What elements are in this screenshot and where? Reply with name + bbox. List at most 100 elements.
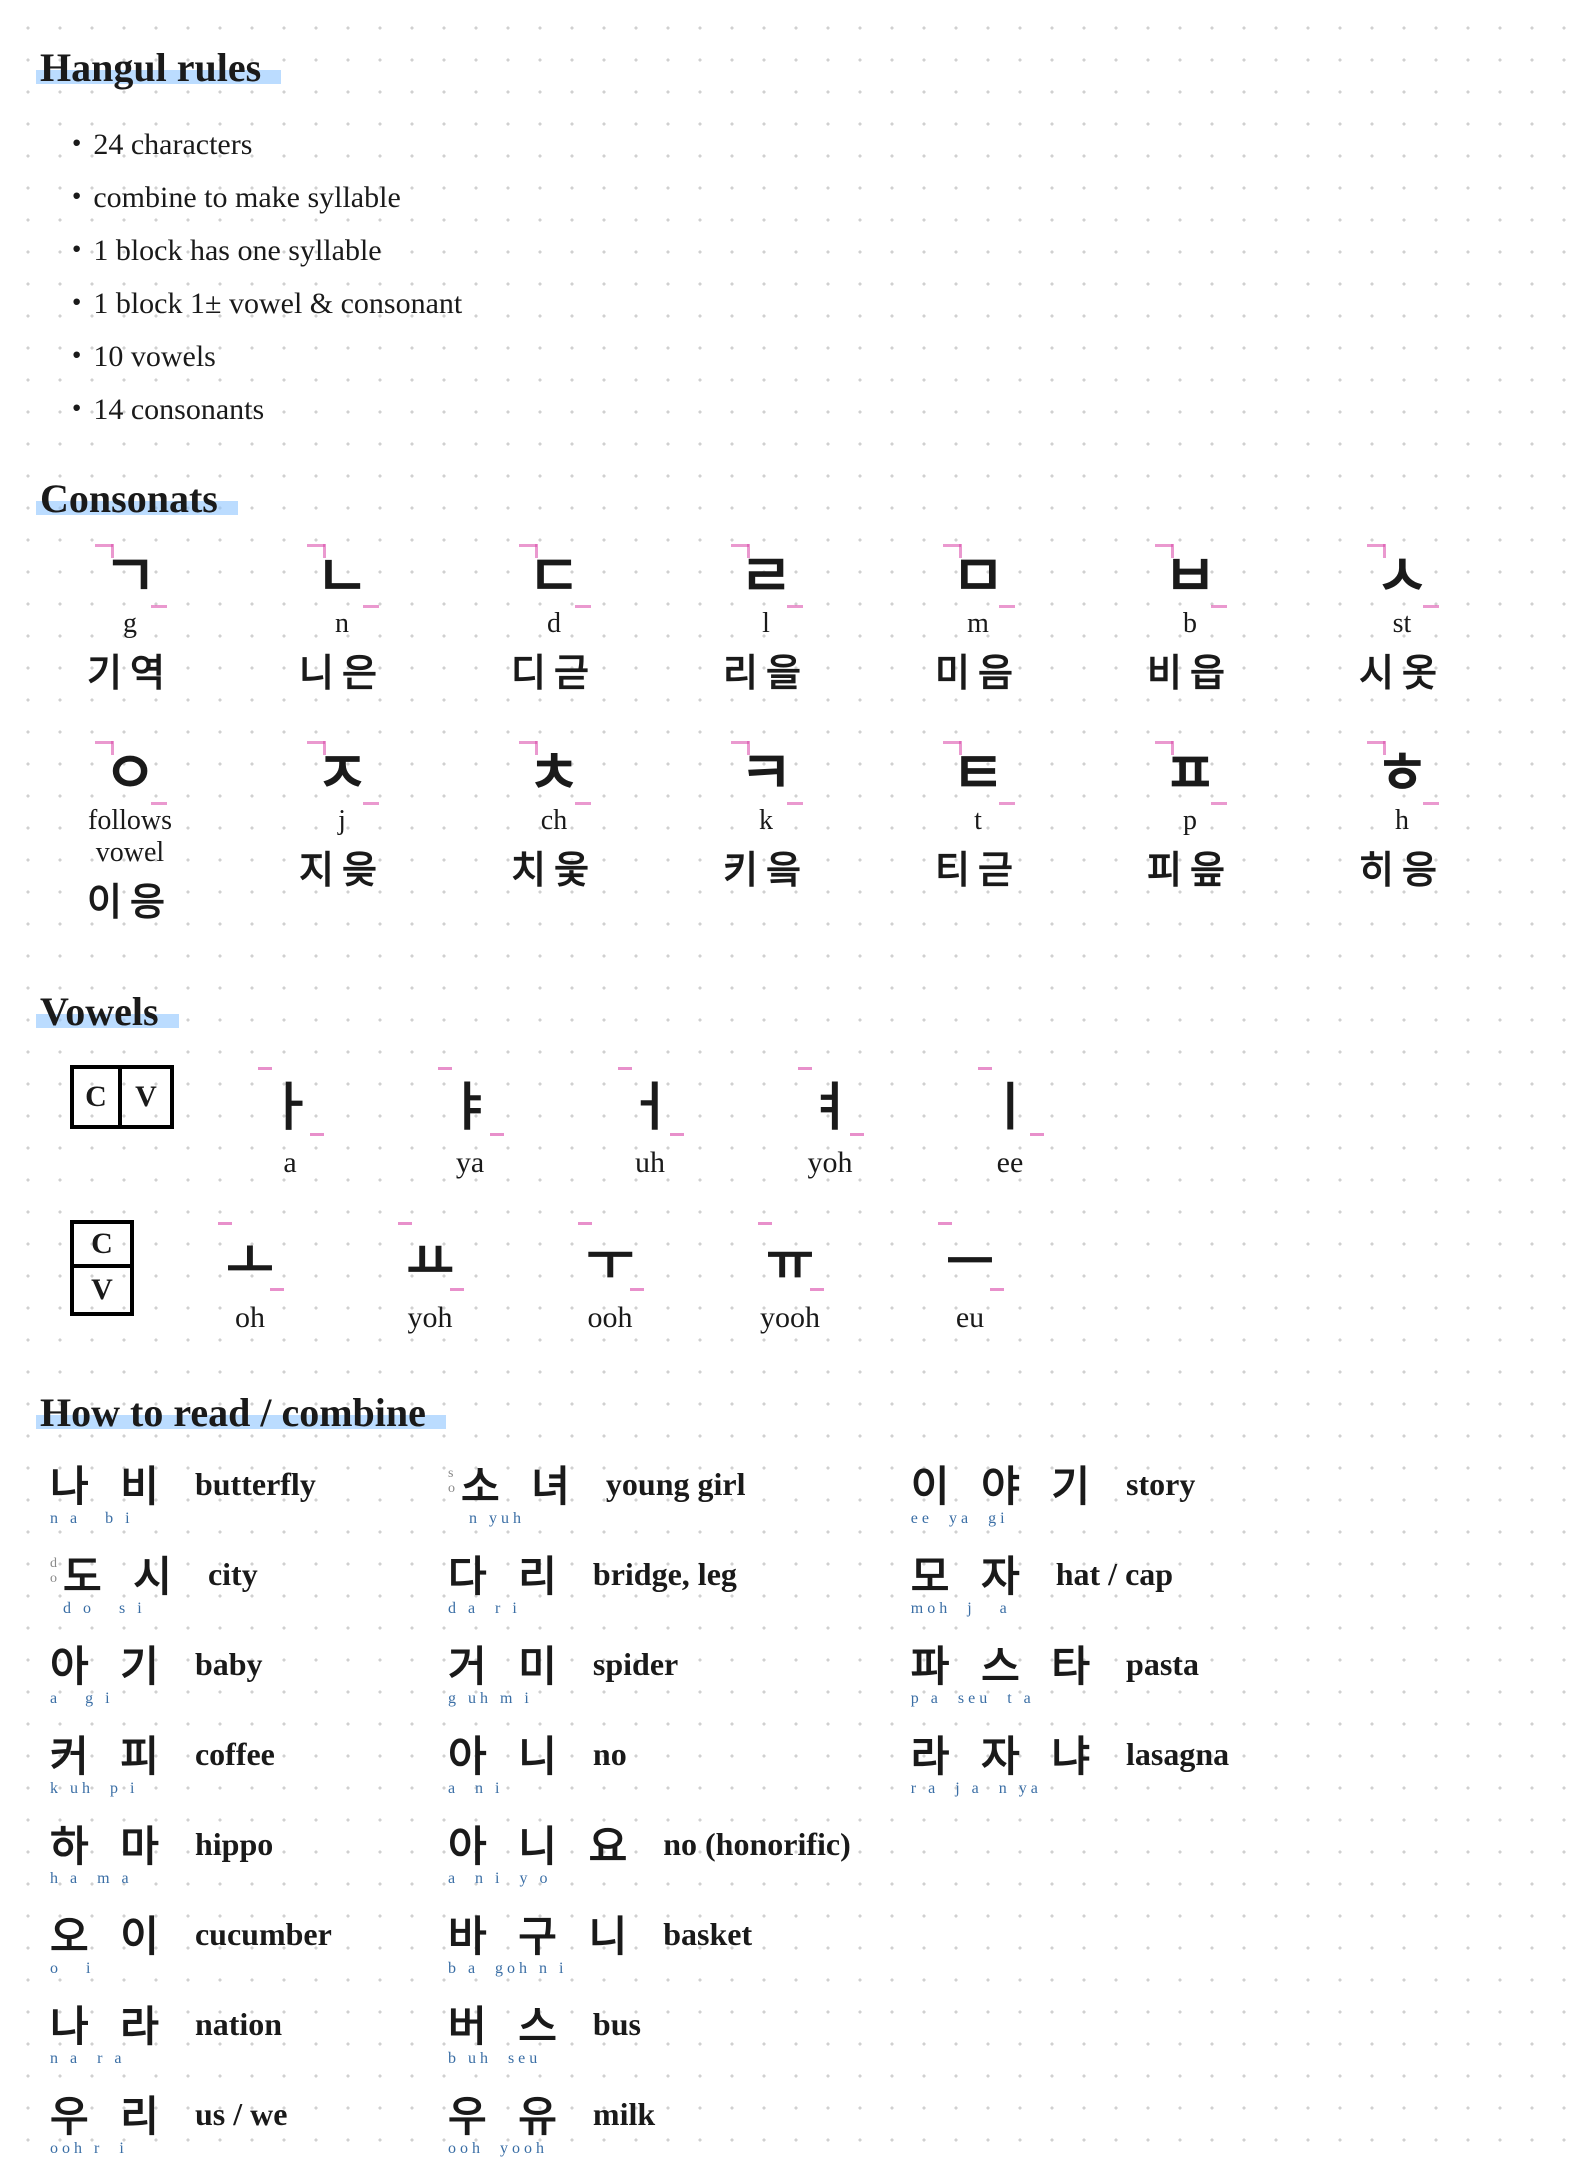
word-korean: 다 리 (448, 1556, 567, 1598)
word-phonetic: n a b i (50, 1510, 134, 1528)
word-entry: 우 리ooh r ius / we (50, 2096, 388, 2158)
word-entry: 라 자 냐r a j a n yalasagna (911, 1736, 1306, 1798)
vowel-glyph: ㅓ (626, 1065, 674, 1140)
words-column-2: so소 녀 n yuhyoung girl다 리d a r ibridge, l… (448, 1466, 851, 2158)
consonant-name: 기역 (60, 642, 200, 697)
word-entry: 모 자moh j ahat / cap (911, 1556, 1306, 1618)
consonant-name: 키읔 (696, 839, 836, 894)
consonant-cell: ㅅst시옷 (1332, 548, 1472, 697)
consonants-row-2: ㅇfollows vowel이응ㅈj지읒ㅊch치읓ㅋk키읔ㅌt티귿ㅍp피읖ㅎh히… (60, 745, 1543, 946)
word-english: us / we (195, 2096, 375, 2133)
word-korean: 모 자 (911, 1556, 1030, 1598)
vowel-cell: ㅗoh (190, 1220, 310, 1335)
vowel-glyph: ㅗ (226, 1220, 274, 1295)
consonant-glyph: ㅋ (739, 745, 792, 803)
vowel-romanization: yooh (730, 1301, 850, 1335)
consonant-name: 피읖 (1120, 839, 1260, 894)
heading-vowels: Vowels (40, 988, 159, 1035)
rule-item: 14 consonants (70, 384, 1543, 431)
heading-consonants: Consonats (40, 475, 218, 522)
vowel-romanization: ya (410, 1146, 530, 1180)
consonant-glyph: ㄹ (739, 548, 792, 606)
consonant-cell: ㅌt티귿 (908, 745, 1048, 926)
consonant-romanization: g (60, 608, 200, 640)
cv-v-label: V (122, 1069, 170, 1125)
word-english: milk (593, 2096, 773, 2133)
consonant-glyph: ㅈ (315, 745, 368, 803)
word-korean: 바 구 니 (448, 1916, 637, 1958)
consonant-cell: ㅇfollows vowel이응 (60, 745, 200, 926)
word-korean: 하 마 (50, 1826, 169, 1868)
consonant-name: 니은 (272, 642, 412, 697)
word-english: no (593, 1736, 773, 1773)
consonant-cell: ㅂb비읍 (1120, 548, 1260, 697)
heading-title: Hangul rules (40, 44, 261, 91)
consonant-glyph: ㅎ (1375, 745, 1428, 803)
word-phonetic: b uh seu (448, 2050, 541, 2068)
consonant-cell: ㄷd디귿 (484, 548, 624, 697)
word-english: spider (593, 1646, 773, 1683)
consonant-glyph: ㅅ (1375, 548, 1428, 606)
consonant-cell: ㄱg기역 (60, 548, 200, 697)
consonant-glyph: ㅍ (1163, 745, 1216, 803)
vowel-glyph: ㅜ (586, 1220, 634, 1295)
consonant-romanization: follows vowel (60, 805, 200, 869)
vowel-cell: ㅜooh (550, 1220, 670, 1335)
consonant-glyph: ㅁ (951, 548, 1004, 606)
word-phonetic: h a m a (50, 1870, 133, 1888)
consonant-glyph: ㅌ (951, 745, 1004, 803)
word-entry: 아 니 a n i no (448, 1736, 851, 1798)
word-entry: 아 기a g ibaby (50, 1646, 388, 1708)
word-korean: 이 야 기 (911, 1466, 1100, 1508)
consonant-romanization: j (272, 805, 412, 837)
consonant-name: 지읒 (272, 839, 412, 894)
word-annotation: so (448, 1466, 455, 1497)
consonant-cell: ㅈj지읒 (272, 745, 412, 926)
consonant-glyph: ㄷ (527, 548, 580, 606)
word-phonetic: a n i y o (448, 1870, 552, 1888)
word-korean: 나 비 (50, 1466, 169, 1508)
consonant-romanization: b (1120, 608, 1260, 640)
word-english: pasta (1126, 1646, 1306, 1683)
word-korean: 나 라 (50, 2006, 169, 2048)
vowel-romanization: eu (910, 1301, 1030, 1335)
consonant-glyph: ㄱ (103, 548, 156, 606)
consonant-cell: ㅎh히응 (1332, 745, 1472, 926)
consonant-glyph: ㄴ (315, 548, 368, 606)
rule-item: 10 vowels (70, 331, 1543, 378)
word-phonetic: moh j a (911, 1600, 1011, 1618)
consonant-romanization: n (272, 608, 412, 640)
consonant-romanization: st (1332, 608, 1472, 640)
consonant-romanization: h (1332, 805, 1472, 837)
vowel-cell: ㅛyoh (370, 1220, 490, 1335)
word-entry: 오 이o icucumber (50, 1916, 388, 1978)
word-entry: 우 유ooh yoohmilk (448, 2096, 851, 2158)
word-korean: 아 니 (448, 1736, 567, 1778)
word-english: nation (195, 2006, 375, 2043)
word-phonetic: ooh r i (50, 2140, 128, 2158)
word-entry: 이 야 기ee ya gistory (911, 1466, 1306, 1528)
consonant-glyph: ㅊ (527, 745, 580, 803)
cv-c-label: C (74, 1069, 122, 1125)
word-phonetic: d a r i (448, 1600, 521, 1618)
vowels-vertical-row: C V ㅗohㅛyohㅜoohㅠyoohㅡeu (70, 1220, 1543, 1335)
word-entry: 버 스b uh seubus (448, 2006, 851, 2068)
consonant-romanization: d (484, 608, 624, 640)
vowel-glyph: ㅕ (806, 1065, 854, 1140)
word-korean: 라 자 냐 (911, 1736, 1100, 1778)
word-korean: 파 스 타 (911, 1646, 1100, 1688)
vowel-glyph: ㅠ (766, 1220, 814, 1295)
word-english: baby (195, 1646, 375, 1683)
vowel-glyph: ㅡ (946, 1220, 994, 1295)
vowel-romanization: yoh (770, 1146, 890, 1180)
word-phonetic: a n i (448, 1780, 504, 1798)
word-phonetic: r a j a n ya (911, 1780, 1042, 1798)
word-phonetic: n yuh (461, 1510, 525, 1528)
word-english: city (208, 1556, 388, 1593)
consonant-glyph: ㅇ (103, 745, 156, 803)
consonant-romanization: k (696, 805, 836, 837)
consonant-cell: ㄴn니은 (272, 548, 412, 697)
word-entry: 나 라n a r anation (50, 2006, 388, 2068)
consonant-cell: ㅊch치읓 (484, 745, 624, 926)
vowel-cell: ㅑya (410, 1065, 530, 1180)
